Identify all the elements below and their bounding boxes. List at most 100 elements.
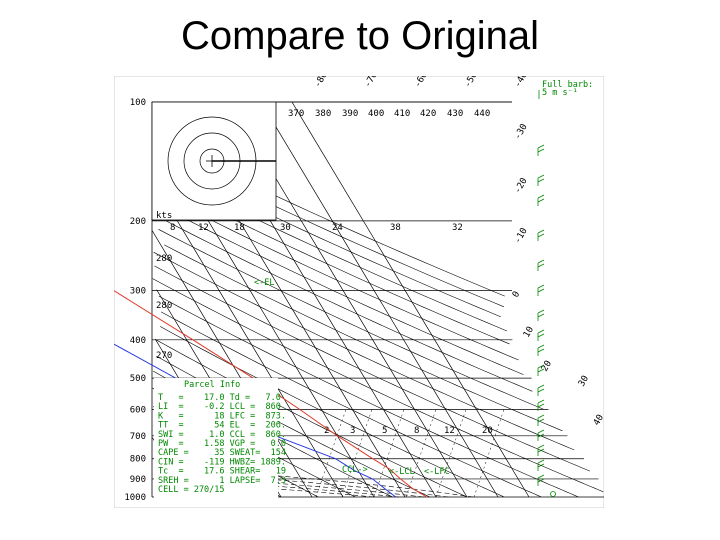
dry-adiabat [152,278,604,493]
wind-barb-flag [537,263,545,268]
mixing-ratio-label: 3 [350,426,355,436]
isotherm-line [260,101,499,498]
wind-barb-flag [537,233,545,238]
wind-barb-flag [537,174,545,179]
isotherm-line [291,101,530,498]
dry-adiabat [160,311,542,498]
slide-title: Compare to Original [181,14,539,58]
hodograph-speed-label: 32 [452,223,463,233]
moist-adiabat [155,470,449,498]
wind-barb-flag [537,344,545,349]
mixing-ratio-line [405,409,437,498]
wind-barb-flag [537,364,545,369]
wind-barb-flag [537,384,545,389]
parcel-info-row: Tc = 17.6 SHEAR= 19 [158,467,286,477]
dry-adiabat [159,326,505,498]
wind-barb-flag [537,288,545,293]
wind-barb-flag [537,448,545,453]
wind-barb-flag [537,388,545,393]
pressure-label: 1000 [124,493,146,503]
wind-barb [537,229,545,241]
hodograph-speed-label: 24 [332,223,343,233]
parcel-info-title: Parcel Info [184,380,240,390]
dry-adiabat [154,265,591,472]
wind-barb-flag [537,463,545,468]
wind-barb-flag [537,348,545,353]
dry-adiabat [158,229,544,410]
mixing-ratio-line [435,409,467,498]
theta-label: 410 [394,109,410,119]
pressure-label: 600 [130,405,146,415]
hodograph-speed-label: 18 [234,223,245,233]
mixing-ratio-line [473,409,505,498]
isotherm-line [151,230,313,498]
wind-barb-flag [537,403,545,408]
isotherm-label: 30 [577,374,591,388]
pressure-label: 200 [130,217,146,227]
wind-barb [537,144,545,156]
isotherm-label: 0 [511,290,522,300]
parcel-info-row: SWI = 1.0 CCL = 860. [158,430,286,440]
wind-barb-flag [537,313,545,318]
isotherm-label: 40 [592,413,604,427]
mixing-ratio-label: 8 [414,426,419,436]
wind-barb-flag [537,284,545,289]
wind-barb-flag [537,444,545,449]
mixing-ratio-line [315,409,347,498]
parcel-info-row: T = 17.0 Td = 7.0 [158,393,281,403]
theta-label: 370 [288,109,304,119]
isotherm-line [153,180,344,498]
pressure-label: 800 [130,455,146,465]
wind-barb-flag [537,329,545,334]
dry-adiabat [157,192,519,361]
wind-barb-flag [537,229,545,234]
wind-barb [537,399,545,411]
wind-barb [537,259,545,271]
wind-barb [537,284,545,296]
mixing-ratio-label: 20 [482,426,493,436]
wind-barb [537,459,545,471]
theta-label: 390 [342,109,358,119]
wind-barb-flag [537,399,545,404]
parcel-info-row: TT = 54 EL = 206. [158,421,286,431]
theta-label: 420 [420,109,436,119]
parcel-info-row: LI = -0.2 LCL = 860 [158,402,281,412]
pressure-label: 400 [130,336,146,346]
wind-barb-flag [537,309,545,314]
parcel-info-row: SREH = 1 LAPSE= 7.3 [158,476,286,486]
wind-barb [537,344,545,356]
wind-barb [537,384,545,396]
hodograph-speed-label: 12 [198,223,209,233]
pressure-label: 900 [130,475,146,485]
wind-barb-flag [537,414,545,419]
theta-label: 400 [368,109,384,119]
lcl-annotation: <-LCL [389,467,415,477]
wind-barb-flag [537,459,545,464]
parcel-info-box [154,378,278,500]
parcel-info-row: CIN = -119 HWBZ= 1889. [158,457,286,467]
wind-barb-flag [537,418,545,423]
mixing-ratio-line [373,409,405,498]
dry-adiabat [165,220,533,392]
wind-barb [537,474,545,486]
wind-barb-flag [537,194,545,199]
wind-barb-flag [537,144,545,149]
wind-legend-value: 5 m s⁻¹ [542,88,578,98]
isotherm-label: 20 [540,359,554,373]
wind-barb-flag [537,333,545,338]
pressure-label: 700 [130,432,146,442]
wind-barb-flag [537,429,545,434]
parcel-info-row: CELL = 270/15 [158,485,225,495]
dry-adiabat [164,244,563,432]
dry-adiabat [158,295,579,498]
height-label: 270 [156,351,172,361]
wind-barb-flag [537,474,545,479]
theta-label: 430 [447,109,463,119]
wind-barb-flag [537,478,545,483]
hodograph-speed-label: 30 [280,223,291,233]
hodograph-speed-label: 38 [390,223,401,233]
dry-adiabat [159,182,510,345]
mixing-ratio-label: 12 [444,426,455,436]
hodograph-units: kts [156,211,172,221]
